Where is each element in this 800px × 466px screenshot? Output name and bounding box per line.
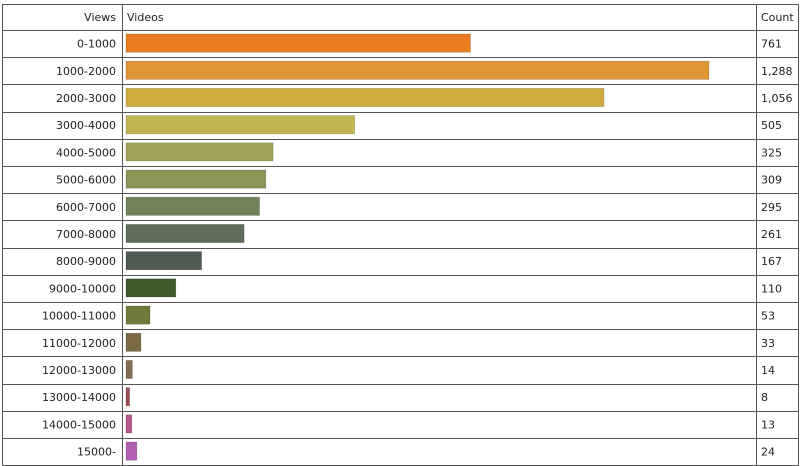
bar: [125, 360, 133, 379]
bar: [125, 88, 605, 107]
category-label: 0-1000: [77, 38, 116, 51]
count-label: 13: [761, 418, 775, 431]
column-header-count: Count: [761, 11, 794, 24]
bar: [125, 142, 274, 162]
category-label: 10000-11000: [42, 310, 116, 323]
category-label: 15000-: [77, 446, 116, 459]
column-header-videos: Videos: [127, 11, 164, 24]
count-label: 761: [761, 38, 782, 51]
bar: [125, 414, 133, 434]
count-label: 309: [761, 174, 782, 187]
bar: [125, 169, 267, 189]
count-label: 295: [761, 201, 782, 214]
category-label: 3000-4000: [56, 119, 116, 132]
count-label: 110: [761, 282, 782, 295]
count-label: 53: [761, 310, 775, 323]
count-label: 24: [761, 446, 775, 459]
table-row: 8000-9000 167: [56, 251, 782, 271]
table-row: 2000-3000 1,056: [56, 88, 793, 107]
count-label: 505: [761, 119, 782, 132]
bar: [125, 305, 151, 325]
table-row: 1000-2000 1,288: [56, 60, 793, 80]
table-row: 14000-15000 13: [42, 414, 775, 434]
table-row: 4000-5000 325: [56, 142, 782, 162]
count-label: 325: [761, 146, 782, 159]
category-label: 2000-3000: [56, 92, 116, 105]
bar: [125, 278, 177, 298]
bar: [125, 441, 138, 461]
category-label: 4000-5000: [56, 146, 116, 159]
category-label: 7000-8000: [56, 228, 116, 241]
count-label: 167: [761, 255, 782, 268]
table-row: 12000-13000 14: [42, 360, 775, 379]
count-label: 14: [761, 364, 775, 377]
count-label: 1,288: [761, 65, 793, 78]
category-label: 11000-12000: [42, 337, 116, 350]
category-label: 5000-6000: [56, 174, 116, 187]
category-label: 13000-14000: [42, 391, 116, 404]
category-label: 9000-10000: [49, 282, 116, 295]
count-label: 261: [761, 228, 782, 241]
table-rows: 0-1000 761 1000-2000 1,288 2000-3000 1,056 300…: [42, 33, 793, 461]
table-row: 11000-12000 33: [42, 332, 775, 352]
table-row: 6000-7000 295: [56, 196, 782, 216]
table-row: 0-1000 761: [77, 33, 782, 53]
column-header-views: Views: [84, 11, 116, 24]
table-row: 3000-4000 505: [56, 115, 782, 135]
category-label: 6000-7000: [56, 201, 116, 214]
bar: [125, 251, 202, 271]
bar: [125, 33, 471, 53]
table-row: 9000-10000 110: [49, 278, 782, 298]
table-row: 10000-11000 53: [42, 305, 775, 325]
bar: [125, 60, 710, 80]
table-row: 7000-8000 261: [56, 224, 782, 243]
bar: [125, 224, 245, 243]
count-label: 1,056: [761, 92, 793, 105]
bar: [125, 196, 260, 216]
category-label: 12000-13000: [42, 364, 116, 377]
table-row: 5000-6000 309: [56, 169, 782, 189]
category-label: 8000-9000: [56, 255, 116, 268]
bar: [125, 115, 355, 135]
table-row: 13000-14000 8: [42, 387, 768, 407]
bar: [125, 387, 130, 407]
category-label: 1000-2000: [56, 65, 116, 78]
count-label: 8: [761, 391, 768, 404]
bar: [125, 332, 142, 352]
table-grid: [2, 4, 799, 466]
category-label: 14000-15000: [42, 418, 116, 431]
table-row: 15000- 24: [77, 441, 775, 461]
count-label: 33: [761, 337, 775, 350]
